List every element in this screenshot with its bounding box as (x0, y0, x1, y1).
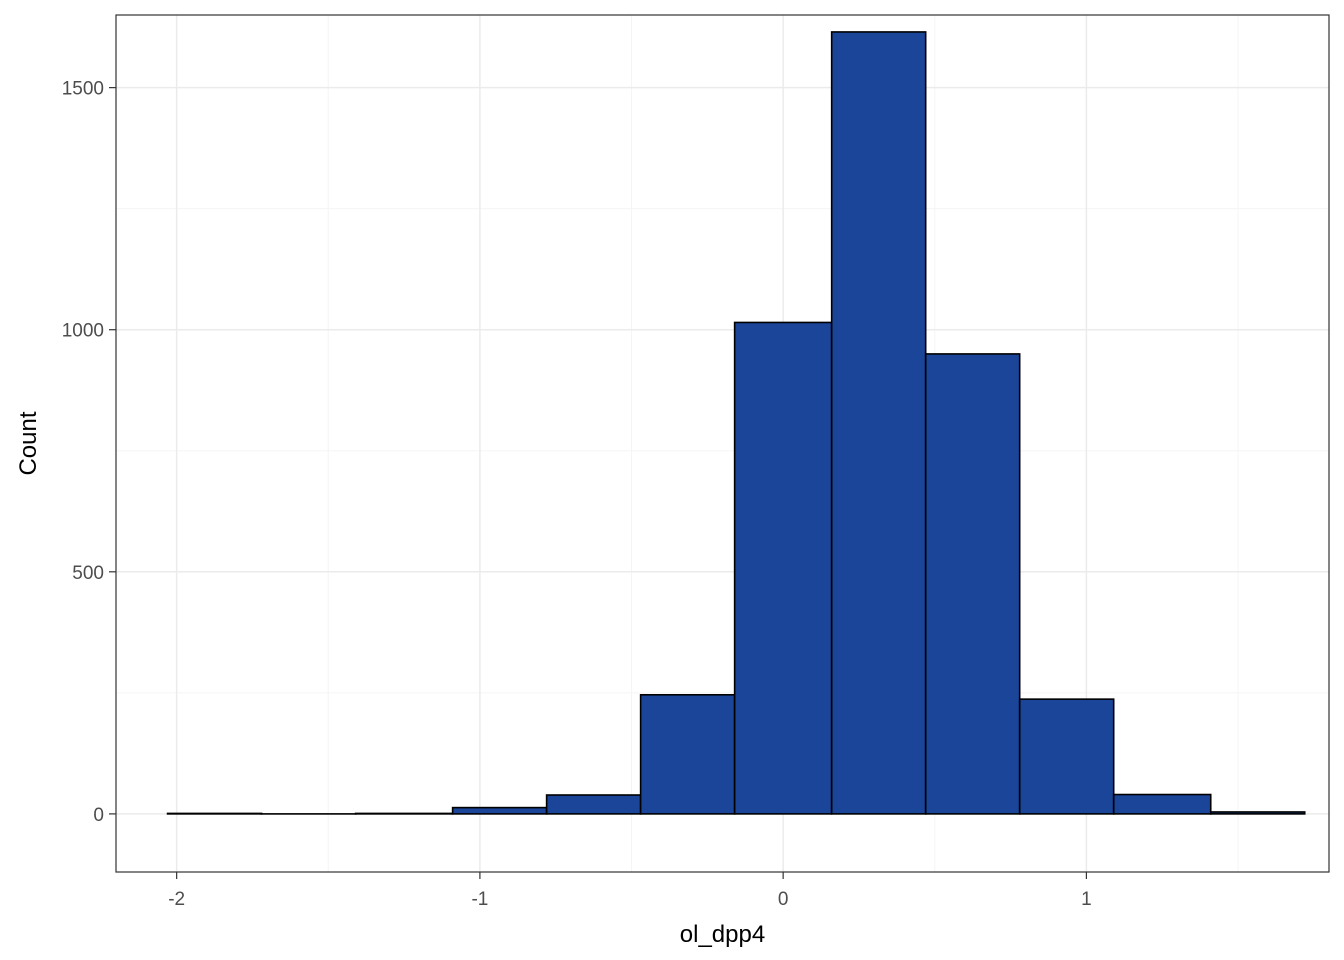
y-tick-label: 1500 (62, 79, 104, 100)
x-tick-label: -1 (471, 889, 488, 910)
x-tick-label: 0 (778, 889, 789, 910)
histogram-bars (166, 31, 1306, 815)
y-axis-ticks: 0 500 1000 1500 (62, 79, 116, 826)
x-axis-title: ol_dpp4 (680, 921, 765, 948)
y-tick-label: 0 (93, 805, 104, 826)
minor-gridlines (116, 15, 1329, 872)
x-tick-label: 1 (1081, 889, 1092, 910)
y-tick-label: 1000 (62, 321, 104, 342)
histogram-bar-9 (924, 353, 1021, 815)
histogram-bar-10 (1018, 698, 1115, 815)
histogram-bar-6 (639, 693, 736, 815)
histogram-bar-12 (1209, 811, 1306, 815)
x-axis-ticks: -2 -1 0 1 (168, 872, 1092, 910)
histogram-bar-11 (1112, 793, 1212, 815)
x-tick-label: -2 (168, 889, 185, 910)
histogram-bar-7 (733, 321, 833, 815)
histogram-bar-8 (830, 31, 927, 815)
panel-border (115, 14, 1330, 873)
histogram-bar-4 (451, 806, 548, 815)
y-axis-title: Count (15, 411, 42, 475)
y-tick-label: 500 (72, 563, 104, 584)
histogram-bar-5 (545, 794, 642, 815)
